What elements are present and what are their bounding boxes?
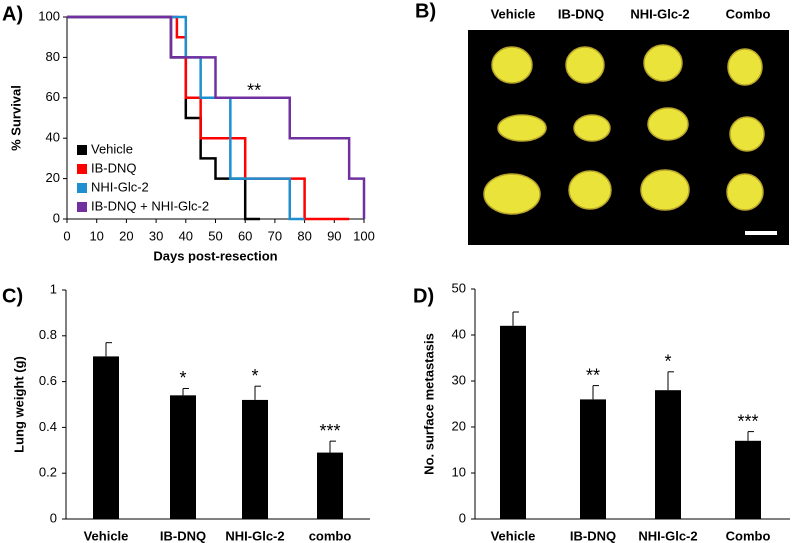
legend-swatch: [77, 164, 87, 174]
x-tick-label: 0: [63, 228, 70, 243]
y-tick-label: 30: [452, 372, 466, 387]
x-tick-label: IB-DNQ: [570, 528, 616, 543]
legend-swatch: [77, 145, 87, 155]
y-axis-title: No. surface metastasis: [421, 333, 436, 475]
bar: [317, 452, 343, 519]
legend-label: Vehicle: [91, 141, 133, 156]
x-tick-label: 80: [297, 228, 311, 243]
annotation: **: [247, 80, 261, 100]
y-tick-label: 40: [46, 130, 60, 145]
bar: [655, 390, 681, 519]
y-axis-title: Lung weight (g): [11, 356, 26, 453]
significance-label: ***: [319, 421, 340, 441]
x-tick-label: 10: [89, 228, 103, 243]
y-tick-label: 60: [46, 89, 60, 104]
y-tick-label: 0.2: [39, 465, 57, 480]
y-tick-label: 10: [452, 464, 466, 479]
x-tick-label: IB-DNQ: [160, 528, 206, 543]
significance-label: **: [586, 365, 600, 385]
scale-bar: [745, 231, 777, 235]
x-tick-label: 70: [268, 228, 282, 243]
bar: [93, 356, 119, 519]
photo-panel: [468, 30, 789, 245]
survival-line: [67, 15, 350, 221]
x-tick-label: 40: [179, 228, 193, 243]
column-label: Combo: [726, 6, 771, 21]
y-tick-label: 80: [46, 49, 60, 64]
panel-label: D): [413, 285, 434, 307]
column-label: IB-DNQ: [558, 6, 604, 21]
y-axis-title: % Survival: [8, 85, 23, 151]
bar: [242, 399, 268, 519]
x-tick-label: 30: [149, 228, 163, 243]
x-tick-label: NHI-Glc-2: [638, 528, 697, 543]
x-tick-label: 50: [208, 228, 222, 243]
significance-label: *: [179, 368, 186, 388]
bar: [735, 440, 761, 519]
y-tick-label: 40: [452, 326, 466, 341]
x-tick-label: 100: [353, 228, 375, 243]
y-tick-label: 20: [46, 170, 60, 185]
legend-label: NHI-Glc-2: [91, 179, 149, 194]
bar: [170, 395, 196, 519]
lung-specimens: [483, 44, 765, 215]
y-tick-label: 0.8: [39, 327, 57, 342]
y-tick-label: 0: [53, 210, 60, 225]
y-tick-label: 50: [452, 280, 466, 295]
panel-label: B): [415, 0, 436, 22]
y-tick-label: 0.6: [39, 373, 57, 388]
panel-label: A): [2, 3, 23, 25]
legend-label: IB-DNQ + NHI-Glc-2: [91, 198, 209, 213]
y-tick-label: 0: [50, 510, 57, 525]
y-tick-label: 20: [452, 418, 466, 433]
x-tick-label: Vehicle: [84, 528, 129, 543]
x-tick-label: combo: [309, 528, 352, 543]
legend-swatch: [77, 183, 87, 193]
x-tick-label: 90: [327, 228, 341, 243]
y-tick-label: 1: [50, 281, 57, 296]
bar: [580, 399, 606, 519]
x-tick-label: NHI-Glc-2: [225, 528, 284, 543]
x-tick-label: Vehicle: [491, 528, 536, 543]
x-tick-label: Combo: [726, 528, 771, 543]
y-tick-label: 0: [459, 510, 466, 525]
legend-swatch: [77, 202, 87, 212]
y-tick-label: 0.4: [39, 419, 57, 434]
significance-label: *: [664, 352, 671, 372]
y-tick-label: 100: [38, 8, 60, 23]
significance-label: ***: [737, 411, 758, 431]
significance-label: *: [251, 366, 258, 386]
x-tick-label: 60: [238, 228, 252, 243]
survival-line: [67, 15, 366, 219]
x-tick-label: 20: [119, 228, 133, 243]
panel-label: C): [2, 285, 23, 307]
x-axis-title: Days post-resection: [153, 248, 277, 263]
column-label: NHI-Glc-2: [630, 6, 689, 21]
legend-label: IB-DNQ: [91, 160, 137, 175]
bar: [500, 325, 526, 519]
column-label: Vehicle: [491, 6, 536, 21]
